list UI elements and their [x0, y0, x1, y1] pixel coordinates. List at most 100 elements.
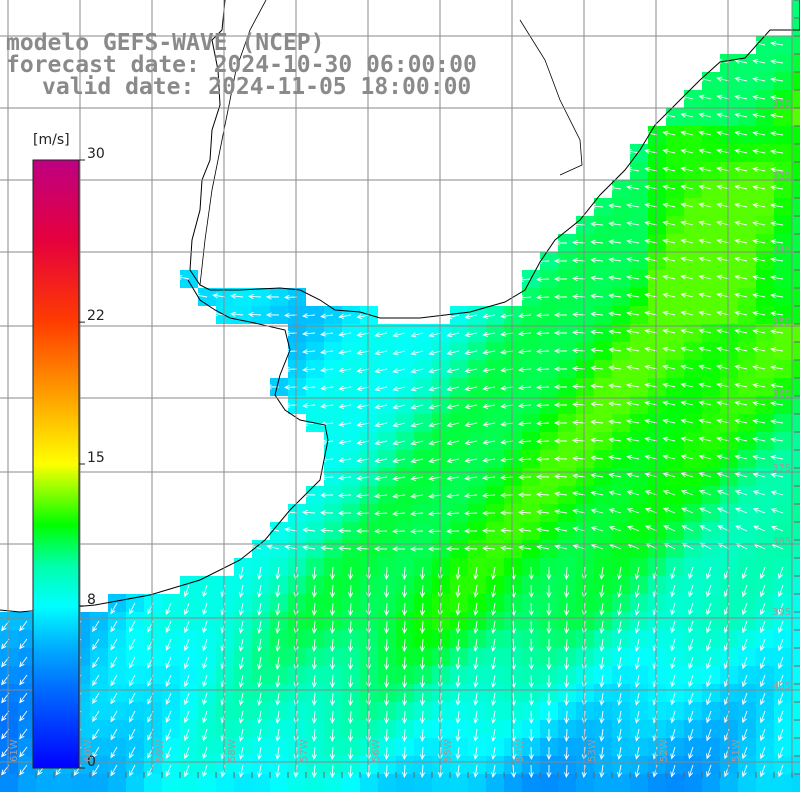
wind-arrow — [428, 332, 442, 338]
wind-arrow — [320, 331, 334, 337]
wind-arrow — [482, 313, 496, 319]
speed-cell — [486, 774, 504, 792]
wind-arrow — [644, 382, 658, 388]
wind-arrow — [572, 473, 586, 479]
wind-arrow — [320, 313, 334, 319]
wind-arrow — [373, 528, 388, 534]
speed-cell — [792, 540, 800, 558]
wind-arrow — [257, 674, 263, 688]
wind-arrow — [590, 455, 604, 461]
wind-arrow — [473, 656, 479, 670]
wind-arrow — [734, 472, 748, 478]
wind-arrow — [590, 401, 604, 407]
wind-arrow — [384, 620, 390, 635]
wind-arrow — [564, 674, 570, 689]
wind-arrow — [535, 312, 550, 318]
wind-arrow — [528, 620, 534, 635]
wind-arrow — [499, 527, 514, 534]
wind-arrow — [662, 184, 676, 190]
wind-arrow — [634, 602, 640, 616]
wind-arrow — [356, 475, 370, 481]
wind-arrow — [608, 401, 622, 407]
latitude-label: 34S — [772, 244, 792, 255]
wind-arrow — [644, 507, 658, 514]
speed-cell — [792, 90, 800, 108]
speed-cell — [792, 162, 800, 180]
wind-arrow — [464, 350, 478, 356]
wind-arrow — [706, 656, 712, 670]
speed-cell — [288, 774, 306, 792]
wind-arrow — [626, 383, 640, 389]
wind-arrow — [644, 490, 658, 496]
wind-arrow — [617, 638, 623, 652]
wind-arrow — [546, 638, 552, 653]
wind-arrow — [446, 510, 460, 517]
wind-arrow — [311, 602, 317, 616]
speed-cell — [792, 450, 800, 468]
wind-arrow — [202, 692, 208, 706]
wind-arrow — [770, 401, 784, 407]
wind-arrow — [770, 77, 784, 83]
wind-arrow — [698, 418, 712, 424]
wind-arrow — [128, 602, 136, 615]
wind-arrow — [706, 710, 712, 724]
speed-cell — [792, 234, 800, 252]
speed-cell — [558, 774, 576, 792]
wind-arrow — [553, 276, 568, 282]
wind-arrow — [401, 764, 408, 779]
wind-arrow — [634, 764, 640, 778]
wind-arrow — [681, 525, 694, 532]
wind-arrow — [482, 475, 496, 481]
wind-arrow — [320, 385, 334, 391]
wind-arrow — [644, 328, 658, 334]
speed-cell — [450, 774, 468, 792]
wind-arrow — [626, 454, 640, 460]
wind-arrow — [680, 202, 694, 208]
wind-arrow — [734, 507, 748, 514]
wind-arrow — [741, 638, 748, 652]
wind-arrow — [634, 746, 640, 760]
speed-cell — [180, 774, 198, 792]
wind-arrow — [528, 656, 534, 671]
wind-arrow — [500, 403, 514, 409]
wind-arrow — [572, 544, 586, 550]
wind-arrow — [688, 728, 694, 742]
wind-arrow — [401, 746, 408, 761]
wind-arrow — [464, 475, 478, 481]
longitude-label: 55W — [443, 739, 454, 762]
wind-arrow — [428, 493, 442, 499]
wind-arrow — [759, 566, 766, 580]
wind-arrow — [165, 764, 172, 778]
wind-arrow — [752, 148, 766, 155]
speed-cell — [792, 342, 800, 360]
latitude-label: 33S — [772, 171, 792, 182]
wind-arrow — [410, 386, 424, 392]
wind-arrow — [644, 184, 658, 190]
wind-arrow — [662, 220, 676, 226]
wind-arrow — [329, 764, 336, 779]
wind-arrow — [680, 256, 694, 262]
wind-arrow — [355, 528, 370, 534]
wind-arrow — [599, 602, 605, 616]
wind-arrow — [688, 602, 694, 616]
wind-arrow — [19, 656, 28, 668]
wind-arrow — [183, 746, 190, 760]
wind-arrow — [491, 566, 497, 580]
wind-arrow — [455, 602, 461, 616]
wind-arrow — [590, 329, 604, 335]
wind-arrow — [698, 202, 712, 208]
wind-arrow — [770, 525, 784, 532]
wind-arrow — [419, 656, 426, 671]
speed-cell — [270, 774, 288, 792]
wind-arrow — [626, 472, 640, 478]
wind-arrow — [202, 620, 208, 634]
wind-arrow — [446, 493, 460, 499]
latitude-label: 38S — [772, 536, 792, 547]
wind-arrow — [311, 620, 317, 634]
wind-arrow — [752, 328, 766, 335]
wind-arrow — [183, 692, 190, 706]
wind-arrow — [734, 256, 748, 262]
speed-cell — [792, 720, 800, 738]
wind-arrow — [680, 238, 694, 244]
